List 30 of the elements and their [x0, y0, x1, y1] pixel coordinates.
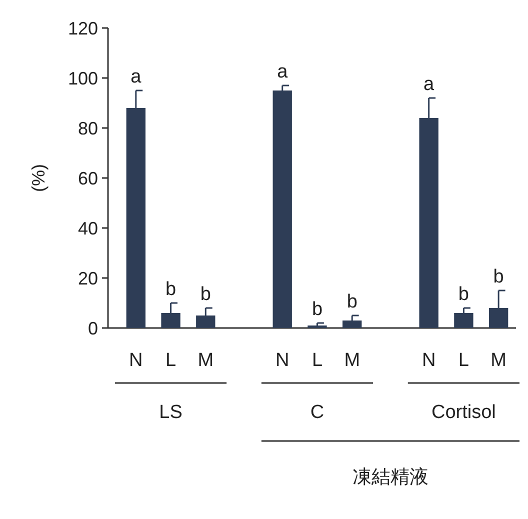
data-label: b: [458, 284, 469, 305]
x-tick-label: N: [129, 350, 143, 371]
text: LS: [159, 402, 182, 423]
x-tick-label: M: [490, 350, 506, 371]
data-label: a: [130, 66, 142, 88]
y-tick-label: 0: [88, 318, 98, 338]
y-tick-label: 40: [78, 218, 98, 238]
y-tick-label: 100: [68, 68, 98, 88]
data-label: b: [200, 284, 211, 305]
data-label: b: [346, 292, 358, 312]
x-tick-label: L: [312, 350, 323, 371]
x-tick-label: L: [165, 350, 176, 371]
y-tick-label: 120: [68, 18, 98, 38]
y-tick-label: 20: [78, 268, 98, 288]
data-label: a: [277, 62, 288, 82]
data-label: b: [312, 299, 323, 320]
text: C: [310, 402, 324, 423]
data-label: b: [493, 266, 504, 288]
text: Cortisol: [431, 402, 496, 423]
data-label: a: [424, 74, 435, 95]
x-tick-label: M: [198, 350, 214, 371]
text: 凍結精液: [352, 466, 428, 488]
data-label: b: [165, 279, 176, 300]
x-tick-label: M: [344, 350, 360, 371]
y-tick-label: 80: [78, 118, 98, 138]
x-tick-label: N: [422, 350, 436, 371]
y-axis-title: (%): [28, 164, 48, 192]
x-tick-label: L: [458, 350, 469, 371]
y-tick-label: 60: [78, 168, 98, 188]
x-tick-label: N: [275, 350, 290, 371]
